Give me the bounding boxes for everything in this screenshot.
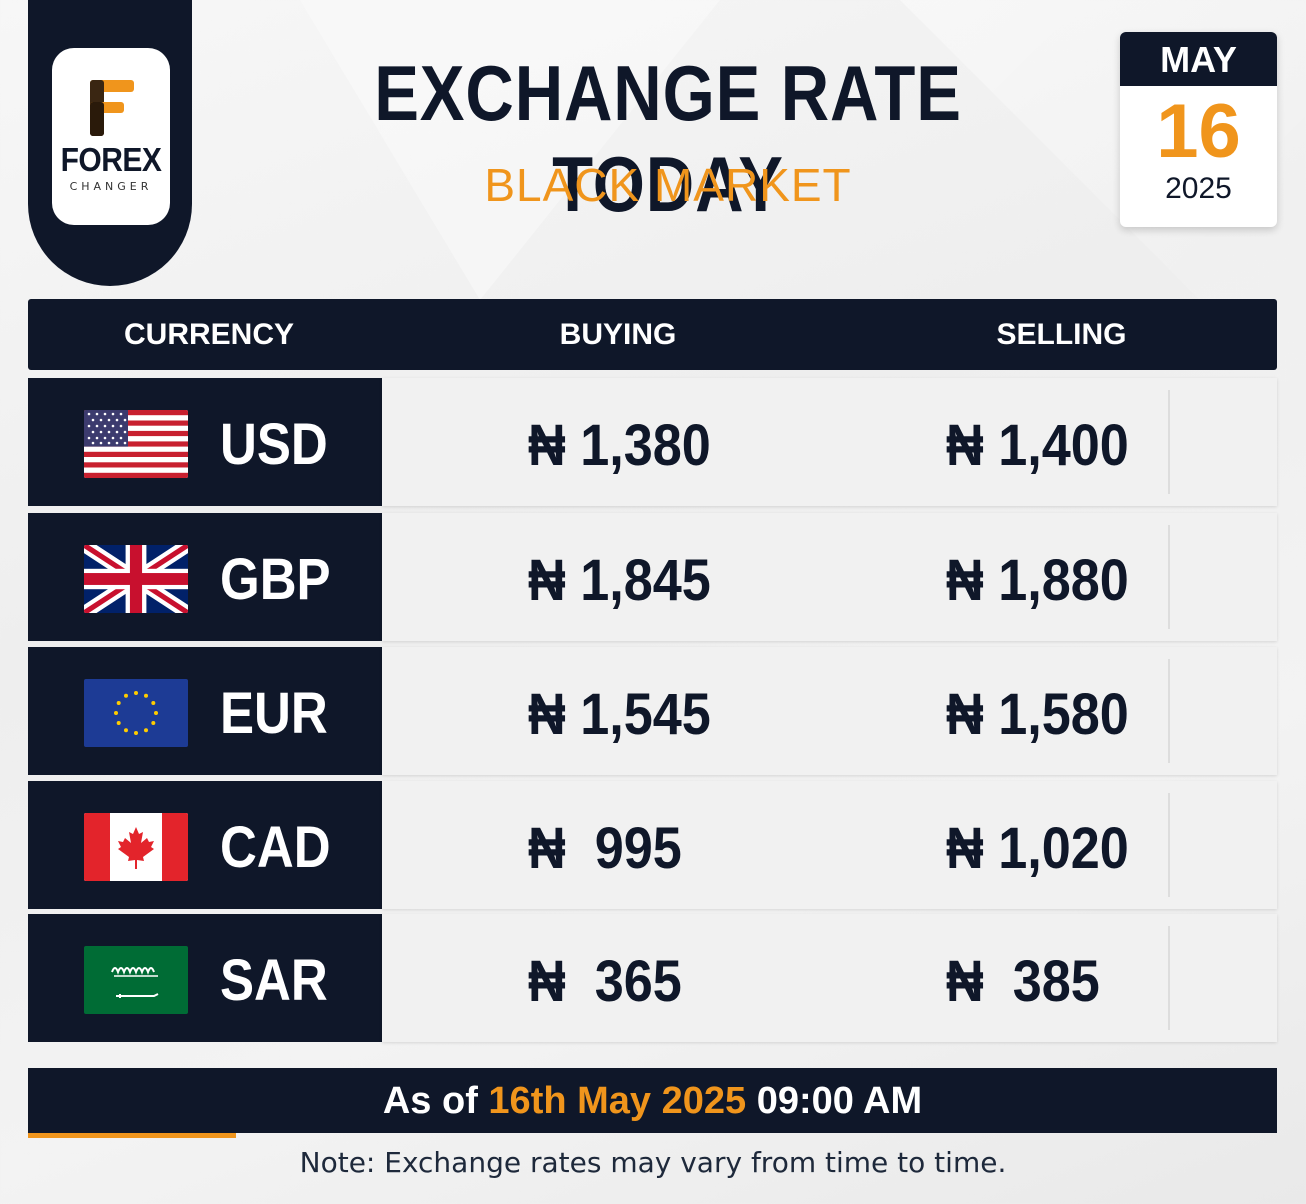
as-of-banner: As of 16th May 2025 09:00 AM — [28, 1068, 1277, 1133]
table-row: USD ₦ 1,380 ₦ 1,400 — [28, 378, 1277, 506]
selling-rate: ₦ 1,880 — [946, 548, 1129, 613]
date-day: 16 — [1156, 89, 1241, 174]
accent-bar — [28, 1133, 236, 1138]
rate-cells — [382, 647, 1277, 775]
logo: FOREX CHANGER — [52, 48, 170, 225]
forex-logo-icon — [90, 80, 134, 136]
column-header-currency: CURRENCY — [123, 318, 294, 351]
date-month: MAY — [1120, 32, 1277, 86]
currency-code: GBP — [220, 547, 331, 612]
table-row: EUR ₦ 1,545 ₦ 1,580 — [28, 647, 1277, 775]
column-header-selling: SELLING — [996, 318, 1127, 351]
logo-tab: FOREX CHANGER — [28, 0, 192, 286]
column-divider — [1168, 793, 1170, 897]
table-row: CAD ₦ 995 ₦ 1,020 — [28, 781, 1277, 909]
currency-cell: CAD — [28, 781, 382, 909]
brand-tagline: CHANGER — [69, 180, 153, 193]
buying-rate: ₦ 1,545 — [528, 682, 711, 747]
currency-code: EUR — [220, 681, 328, 746]
rate-cells — [382, 513, 1277, 641]
currency-code: USD — [220, 412, 328, 477]
table-row: GBP ₦ 1,845 ₦ 1,880 — [28, 513, 1277, 641]
rate-cells — [382, 914, 1277, 1042]
table-row: SAR ₦ 365 ₦ 385 — [28, 914, 1277, 1042]
column-divider — [1168, 525, 1170, 629]
selling-rate: ₦ 385 — [946, 949, 1100, 1014]
as-of-time: 09:00 AM — [746, 1080, 923, 1122]
currency-code: CAD — [220, 815, 331, 880]
uk-flag-icon — [84, 545, 188, 613]
currency-cell: GBP — [28, 513, 382, 641]
page-title: EXCHANGE RATE TODAY — [374, 49, 962, 228]
rate-cells — [382, 378, 1277, 506]
rate-cells — [382, 781, 1277, 909]
currency-cell: SAR — [28, 914, 382, 1042]
currency-cell: EUR — [28, 647, 382, 775]
buying-rate: ₦ 365 — [528, 949, 682, 1014]
selling-rate: ₦ 1,580 — [946, 682, 1129, 747]
date-card: MAY 16 2025 — [1120, 32, 1277, 227]
buying-rate: ₦ 1,845 — [528, 548, 711, 613]
date-year: 2025 — [1165, 172, 1232, 205]
table-header: CURRENCY BUYING SELLING — [28, 299, 1277, 370]
selling-rate: ₦ 1,400 — [946, 413, 1129, 478]
currency-code: SAR — [220, 948, 328, 1013]
as-of-date: 16th May 2025 — [488, 1080, 747, 1122]
disclaimer-note: Note: Exchange rates may vary from time … — [299, 1146, 1007, 1179]
column-divider — [1168, 659, 1170, 763]
eu-flag-icon — [84, 679, 188, 747]
column-divider — [1168, 390, 1170, 494]
saudi-flag-icon — [84, 946, 188, 1014]
column-divider — [1168, 926, 1170, 1030]
canada-flag-icon — [84, 813, 188, 881]
buying-rate: ₦ 1,380 — [528, 413, 711, 478]
currency-cell: USD — [28, 378, 382, 506]
brand-name: FOREX — [60, 142, 162, 179]
as-of-prefix: As of — [382, 1080, 489, 1122]
us-flag-icon — [84, 410, 188, 478]
buying-rate: ₦ 995 — [528, 816, 682, 881]
column-header-buying: BUYING — [559, 318, 677, 351]
selling-rate: ₦ 1,020 — [946, 816, 1129, 881]
page-subtitle: BLACK MARKET — [484, 159, 852, 211]
